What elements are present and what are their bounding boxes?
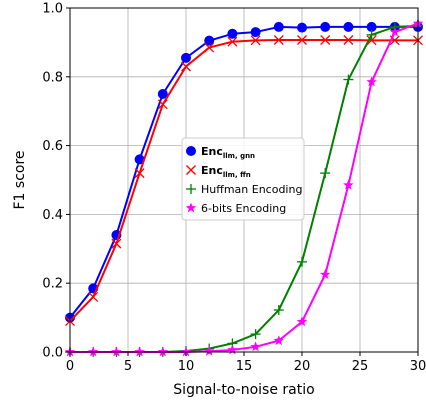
series-line — [69, 25, 418, 319]
data-point — [296, 316, 308, 327]
data-point — [273, 21, 284, 32]
data-point — [366, 29, 377, 40]
legend: Encllm, gnn Encllm, ffn Huffman Encoding 6-… — [181, 137, 305, 221]
data-point — [181, 61, 191, 72]
y-axis-label: F1 score — [12, 150, 28, 209]
y-tick-label: 0.8 — [42, 70, 63, 85]
legend-label: Encllm, gnn — [201, 145, 255, 160]
data-point — [366, 76, 377, 87]
data-point — [343, 35, 354, 45]
legend-marker — [186, 146, 196, 156]
y-tick-label: 0.4 — [42, 208, 63, 223]
data-point — [111, 346, 122, 357]
x-tick-label: 20 — [294, 359, 311, 374]
data-point — [88, 292, 99, 302]
data-point — [250, 35, 261, 46]
ticks: 0 5 10 15 20 25 30 0.0 0.2 0.4 0.6 0.8 1.0 — [42, 2, 426, 375]
data-point — [319, 269, 331, 280]
series-1 — [65, 35, 423, 326]
x-tick-label: 15 — [236, 359, 253, 374]
x-tick-label: 25 — [352, 359, 369, 374]
data-point — [227, 36, 238, 47]
y-tick-label: 0.0 — [42, 346, 63, 361]
legend-entry: Encllm, gnn — [186, 145, 255, 160]
series-layer — [64, 17, 424, 357]
data-point — [297, 35, 307, 45]
legend-label: Huffman Encoding — [201, 183, 302, 196]
data-point — [366, 21, 377, 32]
data-point — [343, 179, 354, 190]
legend-marker — [186, 184, 196, 194]
x-tick-label: 10 — [178, 359, 195, 374]
legend-entry: Encllm, ffn — [186, 164, 251, 179]
data-point — [203, 345, 215, 356]
data-point — [204, 35, 215, 46]
data-point — [250, 27, 261, 38]
x-axis-label: Signal-to-noise ratio — [173, 382, 314, 398]
y-tick-label: 0.6 — [42, 139, 63, 154]
data-point — [320, 35, 331, 45]
data-point — [181, 52, 191, 63]
data-point — [273, 335, 285, 346]
data-point — [320, 168, 331, 179]
data-point — [157, 346, 169, 357]
data-point — [343, 21, 354, 32]
legend-label: Encllm, ffn — [201, 164, 251, 179]
data-point — [250, 341, 261, 352]
data-point — [250, 329, 261, 340]
data-point — [320, 21, 331, 32]
data-point — [157, 99, 168, 110]
data-point — [87, 346, 99, 357]
x-tick-label: 30 — [410, 359, 426, 374]
data-point — [111, 238, 122, 249]
data-point — [227, 28, 238, 39]
legend-marker — [186, 165, 196, 175]
y-tick-label: 0.2 — [42, 277, 63, 292]
data-point — [180, 346, 192, 357]
legend-label: 6-bits Encoding — [201, 202, 286, 215]
data-point — [134, 154, 145, 165]
legend-entry: Huffman Encoding — [186, 183, 302, 196]
series-line — [69, 38, 418, 322]
data-point — [204, 42, 215, 53]
data-point — [273, 35, 284, 45]
series-0 — [65, 21, 423, 323]
data-point — [134, 168, 145, 179]
x-tick-label: 5 — [124, 359, 132, 374]
data-point — [134, 346, 145, 357]
data-point — [297, 22, 307, 33]
data-point — [157, 89, 168, 99]
data-point — [227, 344, 238, 355]
data-point — [366, 35, 377, 46]
y-tick-label: 1.0 — [42, 2, 63, 17]
x-tick-label: 0 — [66, 359, 74, 374]
data-point — [273, 305, 284, 316]
data-point — [389, 26, 401, 37]
legend-entry: 6-bits Encoding — [185, 202, 286, 215]
data-point — [343, 74, 354, 85]
data-point — [297, 256, 307, 267]
legend-marker — [185, 202, 197, 213]
legend-box — [181, 137, 305, 221]
